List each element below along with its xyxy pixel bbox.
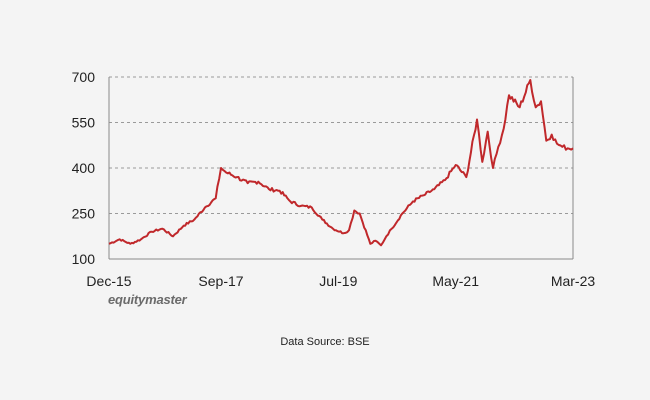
data-source-note: Data Source: BSE — [280, 336, 370, 348]
axes — [108, 77, 574, 260]
y-tick-label-700: 700 — [72, 69, 96, 85]
x-tick-label-jul-19: Jul-19 — [319, 273, 357, 289]
y-tick-label-400: 400 — [72, 160, 96, 176]
y-axis-tick-labels: 100 250 400 550 700 — [72, 69, 96, 267]
equitymaster-logo: equitymaster — [108, 292, 187, 307]
x-tick-label-sep-17: Sep-17 — [198, 273, 243, 289]
x-axis-tick-labels: Dec-15 Sep-17 Jul-19 May-21 Mar-23 — [86, 273, 595, 289]
y-tick-label-100: 100 — [72, 251, 96, 267]
y-tick-label-550: 550 — [72, 115, 96, 131]
gridlines — [109, 76, 573, 214]
x-tick-label-mar-23: Mar-23 — [551, 273, 596, 289]
x-tick-label-dec-15: Dec-15 — [86, 273, 131, 289]
series-line-0 — [108, 79, 574, 247]
x-tick-label-may-21: May-21 — [432, 273, 479, 289]
y-tick-label-250: 250 — [72, 206, 96, 222]
series-layer — [108, 79, 574, 247]
